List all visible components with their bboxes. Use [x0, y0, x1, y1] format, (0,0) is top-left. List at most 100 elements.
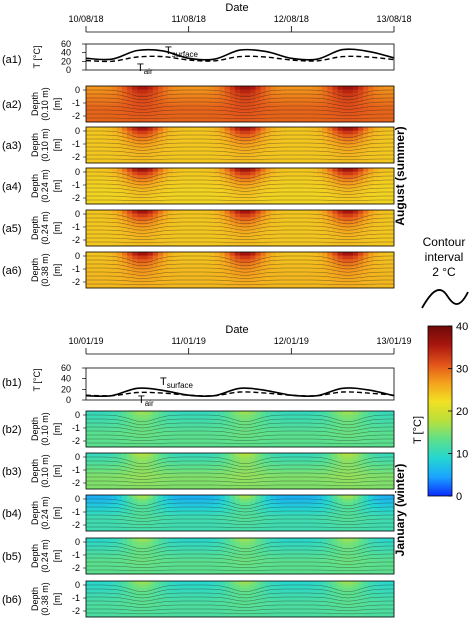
heatmap-cell — [229, 182, 236, 187]
heatmap-cell — [240, 100, 246, 105]
heatmap-cell — [234, 175, 241, 180]
heatmap-cell — [183, 86, 190, 90]
heatmap-cell — [347, 520, 354, 525]
heatmap-cell — [127, 114, 133, 119]
heatmap-cell — [193, 159, 200, 164]
heatmap-cell — [291, 509, 297, 514]
heatmap-cell — [96, 171, 102, 176]
heatmap-cell — [224, 495, 231, 499]
heatmap-cell — [368, 235, 374, 240]
heatmap-cell — [270, 474, 277, 479]
heatmap-cell — [378, 193, 385, 198]
heatmap-cell — [291, 127, 297, 131]
heatmap-cell — [260, 513, 267, 517]
heatmap-cell — [214, 114, 220, 119]
heatmap-cell — [121, 502, 128, 507]
heatmap-cell — [281, 277, 287, 282]
heatmap-cell — [306, 134, 313, 139]
heatmap-cell — [332, 193, 338, 198]
heatmap-cell — [234, 111, 241, 116]
heatmap-cell — [296, 509, 302, 514]
heatmap-cell — [157, 513, 164, 517]
heatmap-cell — [137, 439, 143, 444]
heatmap-cell — [291, 193, 297, 198]
heatmap-cell — [322, 485, 328, 490]
heatmap-cell — [137, 220, 143, 225]
heatmap-cell — [317, 111, 323, 116]
heatmap-cell — [296, 443, 302, 448]
heatmap-cell — [322, 130, 328, 135]
heatmap-cell — [168, 259, 174, 264]
heatmap-cell — [121, 159, 128, 164]
heatmap-cell — [229, 453, 236, 457]
heatmap-cell — [168, 432, 174, 437]
heatmap-cell — [152, 259, 159, 264]
heatmap-cell — [240, 523, 246, 528]
heatmap-cell — [275, 171, 282, 176]
heatmap-cell — [373, 421, 379, 426]
heatmap-cell — [209, 432, 215, 437]
heatmap-cell — [147, 414, 154, 419]
heatmap-cell — [147, 252, 154, 256]
heatmap-cell — [327, 439, 333, 444]
heatmap-cell — [111, 96, 118, 101]
heatmap-cell — [270, 134, 277, 139]
heatmap-cell — [121, 481, 128, 486]
heatmap-cell — [188, 432, 195, 437]
heatmap-cell — [265, 193, 272, 198]
heatmap-cell — [332, 481, 338, 486]
heatmap-cell — [311, 467, 318, 472]
heatmap-cell — [178, 134, 184, 139]
heatmap-cell — [301, 505, 308, 510]
heatmap-cell — [332, 175, 338, 180]
heatmap-cell — [96, 213, 102, 218]
heatmap-cell — [281, 189, 287, 194]
heatmap-cell — [383, 217, 390, 222]
heatmap-cell — [224, 411, 231, 415]
heatmap-cell — [250, 200, 256, 205]
heatmap-cell — [101, 527, 107, 532]
heatmap-cell — [250, 284, 256, 289]
heatmap-cell — [388, 134, 395, 139]
heatmap-cell — [245, 495, 251, 499]
heatmap-cell — [214, 130, 220, 135]
heatmap-cell — [317, 93, 323, 98]
heatmap-cell — [132, 86, 138, 90]
heatmap-cell — [332, 485, 338, 490]
heatmap-cell — [219, 252, 225, 256]
heatmap-cell — [142, 159, 148, 164]
heatmap-cell — [286, 252, 292, 256]
heatmap-cell — [106, 127, 113, 131]
heatmap-cell — [240, 456, 246, 461]
heatmap-cell — [301, 155, 308, 160]
heatmap-cell — [388, 266, 395, 271]
heatmap-cell — [173, 252, 179, 256]
heatmap-cell — [121, 270, 128, 274]
heatmap-cell — [157, 527, 164, 532]
heatmap-cell — [378, 284, 385, 289]
heatmap-cell — [152, 456, 159, 461]
heatmap-cell — [198, 175, 205, 180]
heatmap-cell — [342, 231, 349, 236]
heatmap-cell — [116, 127, 123, 131]
heatmap-cell — [352, 456, 359, 461]
heatmap-cell — [147, 516, 154, 521]
heatmap-cell — [260, 255, 267, 260]
heatmap-cell — [363, 175, 369, 180]
heatmap-cell — [373, 471, 379, 475]
heatmap-cell — [306, 467, 313, 472]
heatmap-cell — [209, 252, 215, 256]
heatmap-cell — [121, 96, 128, 101]
heatmap-cell — [250, 411, 256, 415]
heatmap-cell — [193, 520, 200, 525]
heatmap-cell — [147, 502, 154, 507]
heatmap-cell — [198, 463, 205, 468]
heatmap-cell — [383, 148, 390, 153]
heatmap-cell — [296, 467, 302, 472]
heatmap-cell — [378, 432, 385, 437]
heatmap-cell — [163, 235, 169, 240]
heatmap-cell — [111, 527, 118, 532]
heatmap-cell — [383, 93, 390, 98]
heatmap-cell — [322, 255, 328, 260]
heatmap-cell — [101, 516, 107, 521]
